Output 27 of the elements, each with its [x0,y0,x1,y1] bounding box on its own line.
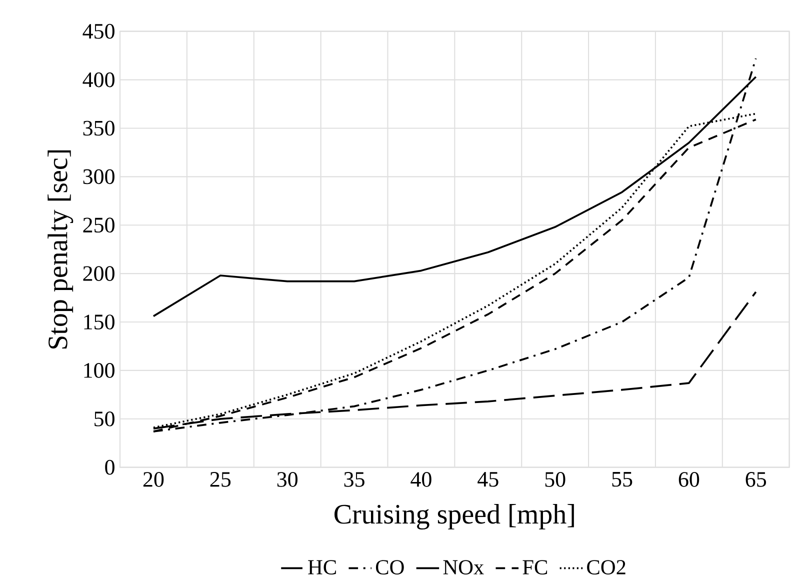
y-tick-label: 0 [105,460,114,475]
legend-label: HC [308,560,336,574]
y-tick-label: 450 [82,24,114,39]
x-tick-label: 60 [678,472,700,487]
x-axis-title: Cruising speed [mph] [334,504,574,530]
y-tick-label: 50 [94,411,114,426]
y-tick-label: 350 [83,120,114,136]
y-tick-label: 300 [83,169,114,184]
legend-label: FC [522,560,548,574]
y-tick-label: 150 [84,314,114,330]
x-tick-label: 50 [545,472,566,487]
y-tick-label: 250 [83,218,114,233]
x-tick-label: 30 [277,472,298,487]
x-tick-label: 35 [344,472,364,487]
x-tick-label: 55 [612,472,632,487]
x-tick-label: 40 [410,472,432,487]
y-axis-title: Stop penalty [sec] [48,150,74,349]
legend-label: CO [376,560,404,574]
y-tick-label: 400 [82,72,114,88]
legend-label: NOx [443,560,484,574]
y-tick-label: 200 [83,266,114,281]
x-tick-label: 25 [210,472,231,487]
x-tick-label: 45 [478,472,498,487]
x-tick-label: 20 [143,472,164,487]
legend-label: CO2 [587,560,626,574]
y-tick-label: 100 [84,363,114,378]
x-tick-label: 65 [746,472,766,487]
